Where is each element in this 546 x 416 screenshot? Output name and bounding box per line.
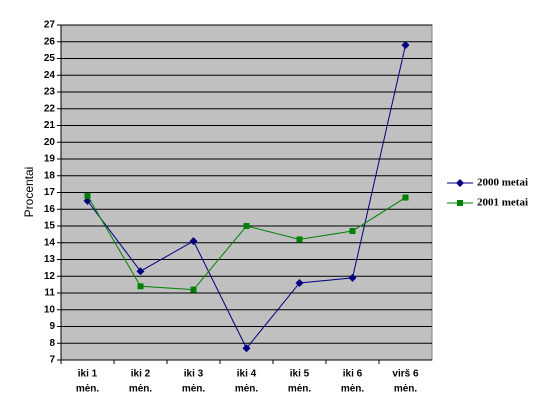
y-tick-label: 16	[44, 204, 56, 215]
x-tick-label: mėn.	[76, 384, 100, 395]
y-tick-label: 15	[44, 221, 56, 232]
data-point	[349, 228, 356, 235]
y-tick-label: 21	[44, 120, 56, 131]
data-point	[243, 223, 250, 229]
legend-marker	[457, 200, 463, 206]
y-tick-label: 14	[44, 237, 56, 248]
x-tick-label: mėn.	[129, 384, 153, 395]
data-point	[402, 194, 409, 201]
x-tick-label: mėn.	[288, 384, 312, 395]
data-point	[84, 192, 91, 199]
data-point	[295, 278, 304, 287]
y-axis-label: Procentai	[22, 167, 36, 218]
x-tick-label: mėn.	[394, 384, 418, 395]
y-tick-label: 19	[44, 154, 56, 165]
data-point	[136, 267, 145, 276]
y-tick-label: 12	[44, 271, 56, 282]
x-tick-label: iki 2	[131, 369, 151, 380]
x-tick-label: iki 3	[184, 369, 204, 380]
y-tick-label: 7	[49, 355, 55, 366]
y-tick-label: 27	[44, 20, 56, 31]
data-point	[189, 237, 198, 246]
y-tick-label: 10	[44, 304, 56, 315]
data-point	[190, 286, 197, 293]
data-point	[348, 273, 357, 282]
y-tick-label: 20	[44, 137, 56, 148]
x-tick-label: iki 5	[290, 369, 310, 380]
x-tick-label: iki 4	[237, 369, 257, 380]
legend-marker	[456, 179, 464, 187]
y-tick-label: 8	[49, 338, 55, 349]
x-tick-label: iki 1	[78, 369, 98, 380]
y-tick-label: 13	[44, 254, 56, 265]
y-tick-label: 23	[44, 87, 56, 98]
data-point	[242, 344, 251, 353]
y-tick-label: 9	[49, 321, 55, 332]
legend-label: 2001 metai	[477, 197, 528, 209]
x-tick-label: mėn.	[235, 384, 259, 395]
x-tick-label: mėn.	[341, 384, 365, 395]
data-point	[296, 236, 303, 243]
x-tick-label: virš 6	[392, 369, 419, 380]
y-tick-label: 17	[44, 187, 56, 198]
y-tick-label: 22	[44, 103, 56, 114]
x-tick-label: mėn.	[182, 384, 206, 395]
data-point	[401, 41, 410, 50]
y-tick-label: 18	[44, 170, 56, 181]
legend-label: 2000 metai	[477, 177, 528, 189]
y-tick-label: 11	[44, 288, 55, 299]
y-tick-label: 24	[44, 70, 56, 81]
data-point	[137, 283, 144, 290]
y-tick-label: 26	[44, 36, 56, 47]
y-tick-label: 25	[44, 53, 56, 64]
x-tick-label: iki 6	[343, 369, 363, 380]
